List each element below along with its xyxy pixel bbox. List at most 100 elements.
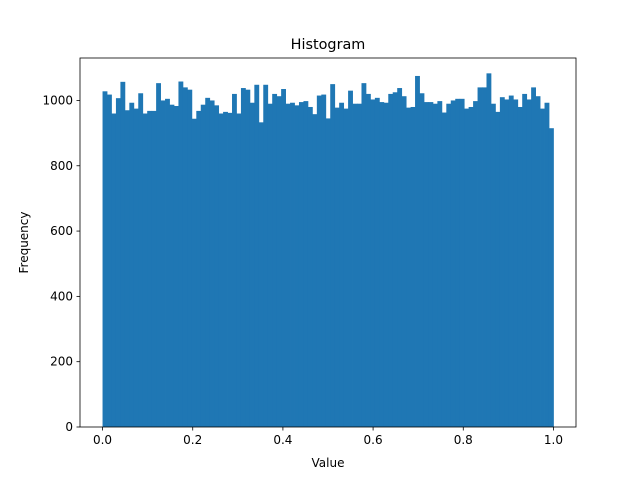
histogram-bar [401, 96, 407, 428]
histogram-bar [490, 103, 496, 428]
histogram-bar [508, 95, 514, 427]
histogram-bar [249, 102, 255, 427]
histogram-bar [124, 110, 130, 427]
histogram-bar [316, 95, 322, 427]
histogram-bar [178, 81, 184, 427]
axes-frame [79, 57, 577, 428]
histogram-bar [379, 102, 385, 427]
y-ticks-group: 0 200 400 600 800 1000 [42, 93, 80, 434]
histogram-bar [450, 100, 456, 427]
x-ticks-group: 0.0 0.2 0.4 0.6 0.8 1.0 [93, 427, 563, 447]
histogram-bar [232, 93, 237, 428]
histogram-bar [522, 93, 528, 428]
histogram-bar [348, 90, 353, 427]
histogram-bar [236, 113, 242, 427]
histogram-bar [290, 102, 295, 427]
histogram-bar [182, 87, 188, 428]
histogram-bar [482, 87, 487, 428]
histogram-bar [544, 102, 550, 427]
histogram-bar [321, 94, 327, 427]
histogram-bar [526, 99, 532, 427]
histogram-bar [517, 106, 523, 427]
y-tick-label: 200 [50, 355, 73, 369]
histogram-bar [200, 104, 206, 427]
histogram-bar [464, 108, 470, 427]
histogram-bar [312, 114, 318, 427]
histogram-bar [151, 110, 157, 428]
bars-group [102, 73, 554, 428]
histogram-bar [165, 98, 170, 428]
histogram-bar [330, 84, 336, 427]
x-axis-label: Value [312, 456, 345, 470]
histogram-bar [446, 103, 452, 428]
histogram-bar [307, 106, 313, 427]
histogram-bar [129, 102, 135, 427]
histogram-bar [370, 99, 376, 427]
histogram-bar [196, 110, 202, 428]
histogram-bar [223, 111, 228, 428]
histogram-bar [477, 87, 483, 428]
histogram-bar [240, 88, 246, 427]
histogram-bar [504, 99, 510, 427]
histogram-bar [191, 118, 197, 428]
histogram-bar [120, 81, 126, 428]
histogram-bar [147, 110, 153, 428]
histogram-bar [468, 106, 474, 427]
histogram-bar [303, 101, 309, 427]
histogram-bar [383, 102, 389, 427]
histogram-bar [410, 106, 416, 427]
histogram-bar [254, 84, 260, 428]
histogram-bar [540, 108, 545, 427]
histogram-bar [486, 73, 492, 428]
histogram-bar [156, 83, 161, 427]
histogram-bar [325, 118, 331, 428]
histogram-bar [495, 111, 501, 428]
histogram-bar [548, 128, 554, 428]
y-tick-label: 1000 [42, 93, 73, 107]
histogram-bar [459, 98, 465, 428]
y-tick-label: 600 [50, 224, 73, 238]
histogram-bar [406, 107, 411, 427]
histogram-bar [473, 101, 478, 427]
histogram-bar [365, 93, 371, 428]
histogram-bar [138, 93, 144, 427]
histogram-bar [187, 89, 193, 427]
histogram-bar [419, 93, 425, 427]
histogram-bar [267, 103, 273, 428]
histogram-bar [392, 92, 398, 428]
histogram-bar [535, 96, 541, 428]
histogram-bar [209, 100, 215, 427]
histogram-bar [245, 89, 251, 427]
histogram-bar [334, 107, 340, 427]
histogram-bar [513, 99, 519, 427]
histogram-bar [115, 98, 121, 427]
histogram-bar [531, 87, 536, 428]
x-tick-label: 1.0 [544, 433, 563, 447]
histogram-bar [205, 97, 211, 428]
histogram-bar [352, 103, 358, 428]
histogram-bar [276, 96, 282, 428]
histogram-bar [272, 93, 278, 428]
y-axis-label: Frequency [17, 212, 31, 274]
histogram-bar [397, 88, 403, 427]
histogram-bar [263, 84, 269, 428]
histogram-bar [499, 97, 505, 427]
histogram-bar [111, 113, 117, 427]
y-tick-label: 0 [65, 420, 73, 434]
histogram-bar [455, 98, 461, 428]
histogram-bar [133, 108, 139, 427]
histogram-bar [281, 89, 286, 427]
x-tick-label: 0.8 [454, 433, 473, 447]
histogram-bar [298, 102, 304, 427]
histogram-bar [214, 105, 220, 428]
histogram-bar [374, 97, 380, 428]
y-tick-label: 400 [50, 289, 73, 303]
y-tick-label: 800 [50, 159, 73, 173]
histogram-bar [423, 102, 429, 427]
chart-title: Histogram [291, 37, 366, 53]
histogram-bar [428, 102, 434, 427]
histogram-bar [218, 113, 224, 427]
histogram-bar [437, 101, 443, 427]
